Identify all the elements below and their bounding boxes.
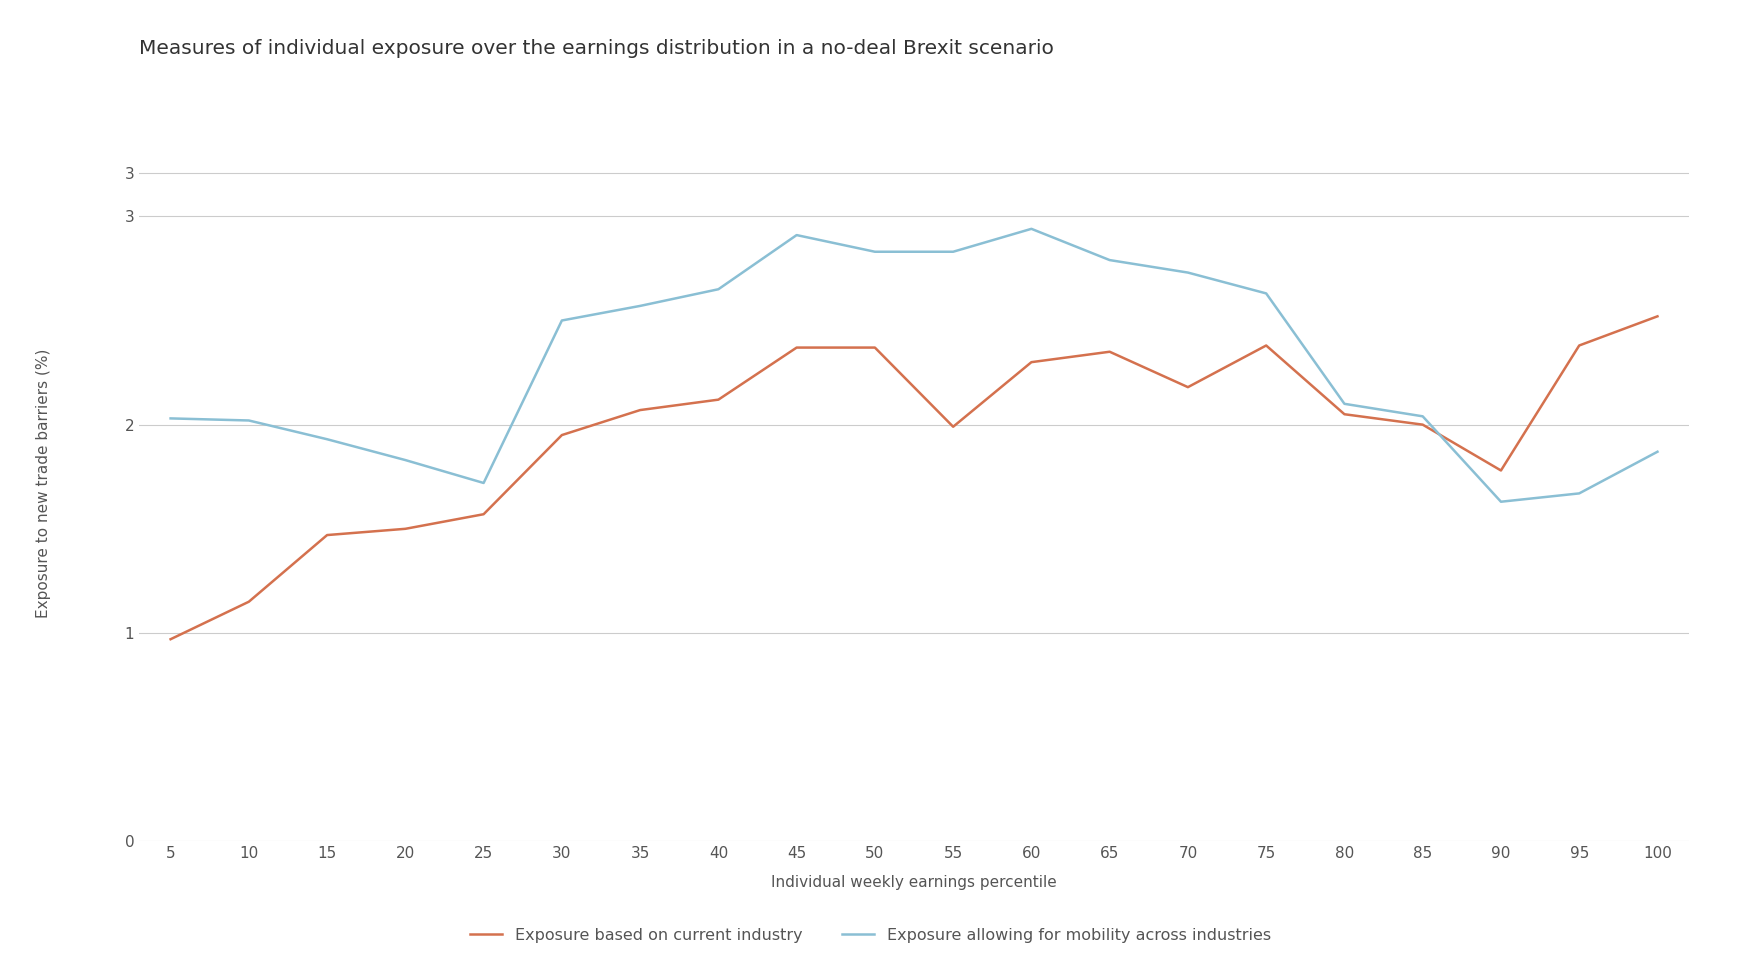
Exposure based on current industry <box>552 425 573 436</box>
Exposure based on current industry <box>865 341 886 353</box>
Exposure allowing for mobility across industries <box>865 209 886 220</box>
Exposure allowing for mobility across industries <box>160 405 181 417</box>
Exposure based on current industry <box>474 517 494 529</box>
Exposure allowing for mobility across industries <box>1647 444 1668 455</box>
Exposure allowing for mobility across industries <box>1490 503 1511 514</box>
Exposure allowing for mobility across industries <box>552 289 573 301</box>
Exposure allowing for mobility across industries <box>865 246 886 257</box>
Exposure based on current industry <box>1569 319 1590 331</box>
Exposure based on current industry <box>1255 319 1276 331</box>
Exposure allowing for mobility across industries <box>1569 493 1590 505</box>
Exposure based on current industry <box>1412 419 1433 430</box>
X-axis label: Individual weekly earnings percentile: Individual weekly earnings percentile <box>771 875 1057 890</box>
Exposure based on current industry <box>1099 327 1119 338</box>
Exposure based on current industry <box>1020 357 1041 368</box>
Exposure based on current industry <box>1177 368 1198 380</box>
Exposure based on current industry <box>239 621 259 632</box>
Line: Exposure based on current industry: Exposure based on current industry <box>171 290 1657 670</box>
Exposure allowing for mobility across industries <box>1490 496 1511 508</box>
Exposure allowing for mobility across industries <box>552 314 573 326</box>
Exposure allowing for mobility across industries <box>1334 388 1354 399</box>
Exposure based on current industry <box>630 395 651 406</box>
Exposure based on current industry <box>865 321 886 333</box>
Exposure allowing for mobility across industries <box>239 415 259 426</box>
Exposure based on current industry <box>1490 465 1511 477</box>
Exposure based on current industry <box>395 535 416 546</box>
Exposure based on current industry <box>395 523 416 535</box>
Exposure allowing for mobility across industries <box>160 413 181 425</box>
Exposure allowing for mobility across industries <box>1255 287 1276 299</box>
Exposure based on current industry <box>1099 346 1119 358</box>
Exposure based on current industry <box>787 341 808 353</box>
Text: Exposure to new trade barriers (%): Exposure to new trade barriers (%) <box>37 349 50 618</box>
Exposure allowing for mobility across industries <box>239 407 259 419</box>
Exposure allowing for mobility across industries <box>1647 446 1668 457</box>
Exposure based on current industry <box>1490 466 1511 478</box>
Exposure allowing for mobility across industries <box>395 454 416 465</box>
Exposure based on current industry <box>1412 412 1433 424</box>
Exposure based on current industry <box>1177 381 1198 393</box>
Exposure based on current industry <box>1255 339 1276 351</box>
Exposure allowing for mobility across industries <box>787 190 808 201</box>
Exposure allowing for mobility across industries <box>474 481 494 492</box>
Exposure allowing for mobility across industries <box>1255 258 1276 270</box>
Exposure based on current industry <box>317 529 338 541</box>
Exposure based on current industry <box>1334 400 1354 412</box>
Line: Exposure allowing for mobility across industries: Exposure allowing for mobility across in… <box>171 188 1657 509</box>
Exposure based on current industry <box>160 664 181 676</box>
Exposure allowing for mobility across industries <box>630 273 651 284</box>
Exposure allowing for mobility across industries <box>630 300 651 311</box>
Exposure based on current industry <box>709 383 729 395</box>
Exposure allowing for mobility across industries <box>787 229 808 241</box>
Exposure based on current industry <box>160 633 181 645</box>
Legend: Exposure based on current industry, Exposure allowing for mobility across indust: Exposure based on current industry, Expo… <box>463 922 1278 950</box>
Line: Exposure based on current industry: Exposure based on current industry <box>171 316 1657 639</box>
Line: Exposure allowing for mobility across industries: Exposure allowing for mobility across in… <box>171 229 1657 502</box>
Exposure based on current industry <box>1647 310 1668 322</box>
Exposure allowing for mobility across industries <box>395 454 416 466</box>
Exposure based on current industry <box>1334 408 1354 420</box>
Exposure allowing for mobility across industries <box>1334 398 1354 410</box>
Exposure allowing for mobility across industries <box>474 477 494 488</box>
Exposure based on current industry <box>1647 284 1668 296</box>
Exposure based on current industry <box>1020 338 1041 350</box>
Exposure based on current industry <box>317 542 338 554</box>
Exposure based on current industry <box>552 429 573 441</box>
Exposure allowing for mobility across industries <box>942 246 963 257</box>
Exposure allowing for mobility across industries <box>1099 219 1119 230</box>
Exposure based on current industry <box>474 509 494 520</box>
Exposure allowing for mobility across industries <box>1099 254 1119 266</box>
Exposure based on current industry <box>942 415 963 426</box>
Exposure allowing for mobility across industries <box>1412 411 1433 423</box>
Text: Measures of individual exposure over the earnings distribution in a no-deal Brex: Measures of individual exposure over the… <box>139 39 1053 58</box>
Exposure allowing for mobility across industries <box>317 429 338 441</box>
Exposure allowing for mobility across industries <box>1569 487 1590 499</box>
Exposure allowing for mobility across industries <box>709 283 729 295</box>
Exposure allowing for mobility across industries <box>1020 182 1041 193</box>
Exposure based on current industry <box>630 404 651 416</box>
Exposure based on current industry <box>709 394 729 405</box>
Exposure allowing for mobility across industries <box>709 252 729 264</box>
Exposure allowing for mobility across industries <box>1177 267 1198 278</box>
Exposure allowing for mobility across industries <box>1412 402 1433 414</box>
Exposure based on current industry <box>1569 339 1590 351</box>
Exposure based on current industry <box>787 321 808 333</box>
Exposure allowing for mobility across industries <box>1020 223 1041 235</box>
Exposure allowing for mobility across industries <box>1177 233 1198 245</box>
Exposure allowing for mobility across industries <box>317 433 338 445</box>
Exposure based on current industry <box>239 596 259 607</box>
Exposure allowing for mobility across industries <box>942 209 963 220</box>
Exposure based on current industry <box>942 421 963 432</box>
